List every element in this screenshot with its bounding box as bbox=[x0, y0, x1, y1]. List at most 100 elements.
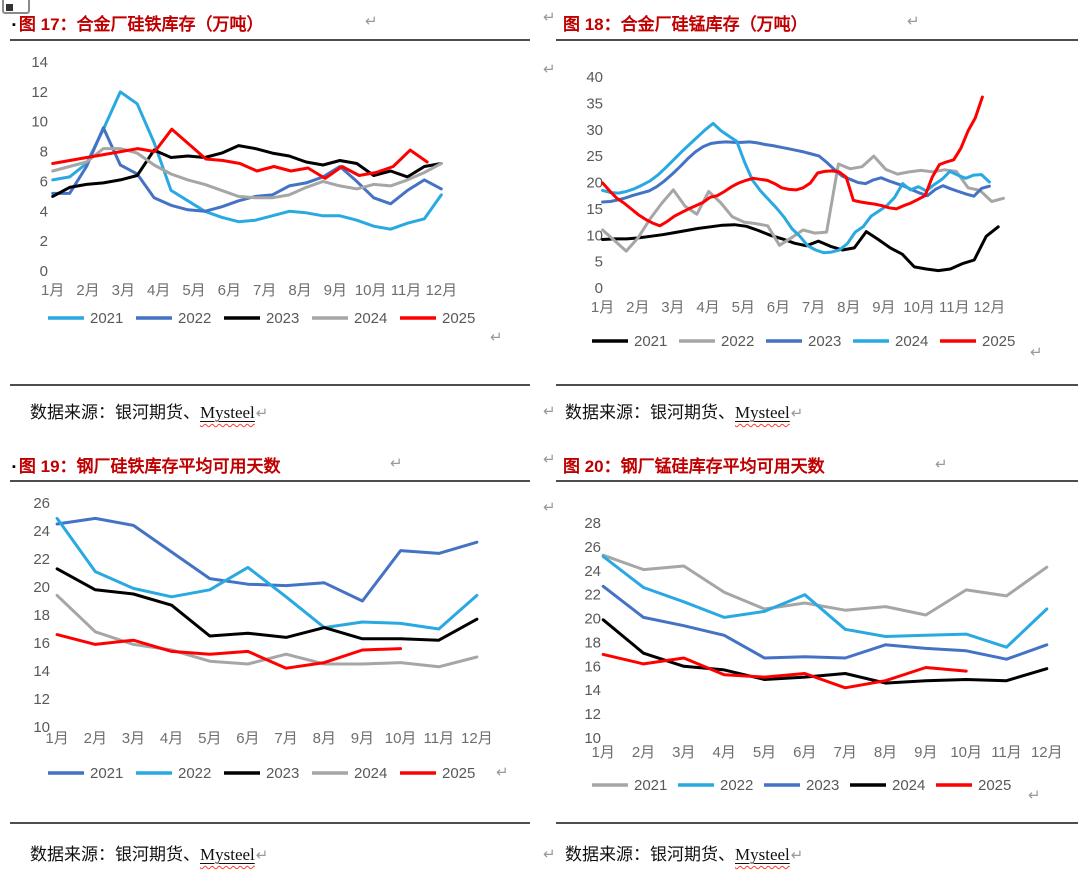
x-axis-tick-label: 2月 bbox=[84, 730, 107, 747]
paragraph-mark: ↵ bbox=[543, 845, 556, 863]
paragraph-mark: ↵ bbox=[907, 12, 920, 30]
legend-label-2023: 2023 bbox=[806, 777, 839, 794]
cell-border-rule bbox=[10, 822, 530, 824]
x-axis-tick-label: 8月 bbox=[313, 730, 336, 747]
y-axis-tick-label: 4 bbox=[40, 203, 48, 220]
x-axis-tick-label: 1月 bbox=[41, 282, 64, 299]
paragraph-mark: ↵ bbox=[496, 763, 509, 781]
y-axis-tick-label: 0 bbox=[595, 280, 603, 297]
legend-label-2024: 2024 bbox=[892, 777, 925, 794]
x-axis-tick-label: 5月 bbox=[732, 299, 755, 316]
source-prefix: 数据来源：银河期货、 bbox=[30, 403, 200, 422]
y-axis-tick-label: 40 bbox=[586, 69, 603, 86]
x-axis-tick-label: 6月 bbox=[236, 730, 259, 747]
paragraph-mark: ↵ bbox=[255, 846, 269, 864]
y-axis-tick-label: 30 bbox=[586, 122, 603, 139]
series-line-2021 bbox=[601, 553, 1049, 617]
legend-label-2022: 2022 bbox=[721, 333, 754, 350]
legend-label-2023: 2023 bbox=[266, 310, 299, 327]
legend-label-2022: 2022 bbox=[178, 310, 211, 327]
x-axis-tick-label: 3月 bbox=[661, 299, 684, 316]
series-line-2021 bbox=[51, 90, 443, 231]
x-axis-tick-label: 2月 bbox=[76, 282, 99, 299]
x-axis-tick-label: 10月 bbox=[355, 282, 387, 299]
mysteel-link[interactable]: Mysteel bbox=[735, 845, 790, 864]
legend-label-2025: 2025 bbox=[442, 310, 475, 327]
mysteel-link-text[interactable]: Mysteel bbox=[735, 403, 790, 422]
x-axis-tick-label: 10月 bbox=[903, 299, 935, 316]
y-axis-tick-label: 26 bbox=[33, 495, 50, 512]
y-axis-tick-label: 0 bbox=[40, 263, 48, 280]
paragraph-mark: ↵ bbox=[543, 8, 556, 26]
figure-20-title: 图 20：钢厂锰硅库存平均可用天数 bbox=[563, 452, 825, 477]
figure-18-title: 图 18：合金厂硅锰库存（万吨） bbox=[563, 10, 808, 35]
y-axis-tick-label: 14 bbox=[33, 663, 50, 680]
x-axis-tick-label: 6月 bbox=[218, 282, 241, 299]
figure-17-title: ▪ 图 17：合金厂硅铁库存（万吨） bbox=[12, 10, 264, 35]
x-axis-tick-label: 8月 bbox=[837, 299, 860, 316]
figure-18-title-text: 图 18：合金厂硅锰库存（万吨） bbox=[563, 15, 808, 34]
mysteel-link-text[interactable]: Mysteel bbox=[735, 845, 790, 864]
y-axis-tick-label: 10 bbox=[31, 114, 48, 131]
source-prefix: 数据来源：银河期货、 bbox=[565, 845, 735, 864]
data-source-line: 数据来源：银河期货、Mysteel↵ bbox=[30, 840, 268, 865]
series-line-2023 bbox=[51, 144, 443, 198]
paragraph-mark: ↵ bbox=[390, 454, 403, 472]
x-axis-tick-label: 11月 bbox=[391, 282, 422, 299]
x-axis-tick-label: 10月 bbox=[385, 730, 417, 747]
y-axis-tick-label: 14 bbox=[584, 682, 601, 699]
mysteel-link[interactable]: Mysteel bbox=[200, 403, 255, 422]
x-axis-tick-label: 8月 bbox=[874, 744, 897, 761]
series-line-2025 bbox=[601, 95, 984, 228]
x-axis-tick-label: 3月 bbox=[672, 744, 695, 761]
x-axis-tick-label: 10月 bbox=[950, 744, 982, 761]
y-axis-tick-label: 25 bbox=[586, 148, 603, 165]
y-axis-tick-label: 16 bbox=[33, 635, 50, 652]
mysteel-link-text[interactable]: Mysteel bbox=[200, 403, 255, 422]
y-axis-tick-label: 20 bbox=[584, 611, 601, 628]
paragraph-mark: ↵ bbox=[935, 455, 948, 473]
x-axis-tick-label: 2月 bbox=[626, 299, 649, 316]
paragraph-mark: ↵ bbox=[543, 60, 556, 78]
paragraph-mark: ↵ bbox=[790, 404, 804, 422]
paragraph-mark: ↵ bbox=[365, 12, 378, 30]
y-axis-tick-label: 8 bbox=[40, 144, 48, 161]
y-axis-tick-label: 12 bbox=[33, 691, 50, 708]
legend-label-2021: 2021 bbox=[634, 777, 667, 794]
legend-label-2023: 2023 bbox=[808, 333, 841, 350]
series-line-2021 bbox=[55, 516, 479, 603]
x-axis-tick-label: 3月 bbox=[122, 730, 145, 747]
y-axis-tick-label: 5 bbox=[595, 254, 603, 271]
x-axis-tick-label: 11月 bbox=[991, 744, 1022, 761]
paragraph-mark: ↵ bbox=[543, 402, 556, 420]
y-axis-tick-label: 18 bbox=[33, 607, 50, 624]
y-axis-tick-label: 35 bbox=[586, 95, 603, 112]
title-underline-rule bbox=[10, 480, 530, 482]
legend-label-2024: 2024 bbox=[354, 765, 387, 782]
x-axis-tick-label: 1月 bbox=[591, 299, 614, 316]
legend-label-2021: 2021 bbox=[90, 310, 123, 327]
x-axis-tick-label: 1月 bbox=[45, 730, 68, 747]
y-axis-tick-label: 26 bbox=[584, 539, 601, 556]
x-axis-tick-label: 9月 bbox=[324, 282, 347, 299]
paragraph-mark: ↵ bbox=[790, 846, 804, 864]
data-source-line: 数据来源：银河期货、Mysteel↵ bbox=[30, 398, 268, 423]
title-underline-rule bbox=[556, 480, 1078, 482]
y-axis-tick-label: 22 bbox=[584, 587, 601, 604]
mysteel-link[interactable]: Mysteel bbox=[200, 845, 255, 864]
series-line-2023 bbox=[55, 567, 479, 642]
x-axis-tick-label: 12月 bbox=[974, 299, 1006, 316]
source-prefix: 数据来源：银河期货、 bbox=[565, 403, 735, 422]
x-axis-tick-label: 4月 bbox=[147, 282, 170, 299]
mysteel-link-text[interactable]: Mysteel bbox=[200, 845, 255, 864]
object-anchor-icon[interactable] bbox=[2, 0, 30, 14]
y-axis-tick-label: 20 bbox=[33, 579, 50, 596]
x-axis-tick-label: 7月 bbox=[253, 282, 276, 299]
series-line-2023 bbox=[601, 584, 1049, 661]
y-axis-tick-label: 14 bbox=[31, 54, 48, 71]
mysteel-link[interactable]: Mysteel bbox=[735, 403, 790, 422]
legend-label-2022: 2022 bbox=[720, 777, 753, 794]
series-line-2024 bbox=[601, 121, 991, 255]
